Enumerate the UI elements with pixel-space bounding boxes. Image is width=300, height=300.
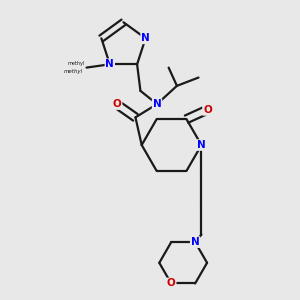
- Text: N: N: [153, 99, 161, 109]
- Text: N: N: [105, 59, 114, 69]
- Text: methyl: methyl: [64, 69, 83, 74]
- Text: N: N: [197, 140, 206, 150]
- Text: N: N: [141, 33, 150, 43]
- Text: O: O: [203, 105, 212, 115]
- Text: N: N: [191, 237, 200, 247]
- Text: O: O: [113, 99, 122, 109]
- Text: methyl: methyl: [68, 61, 85, 66]
- Text: O: O: [167, 278, 176, 289]
